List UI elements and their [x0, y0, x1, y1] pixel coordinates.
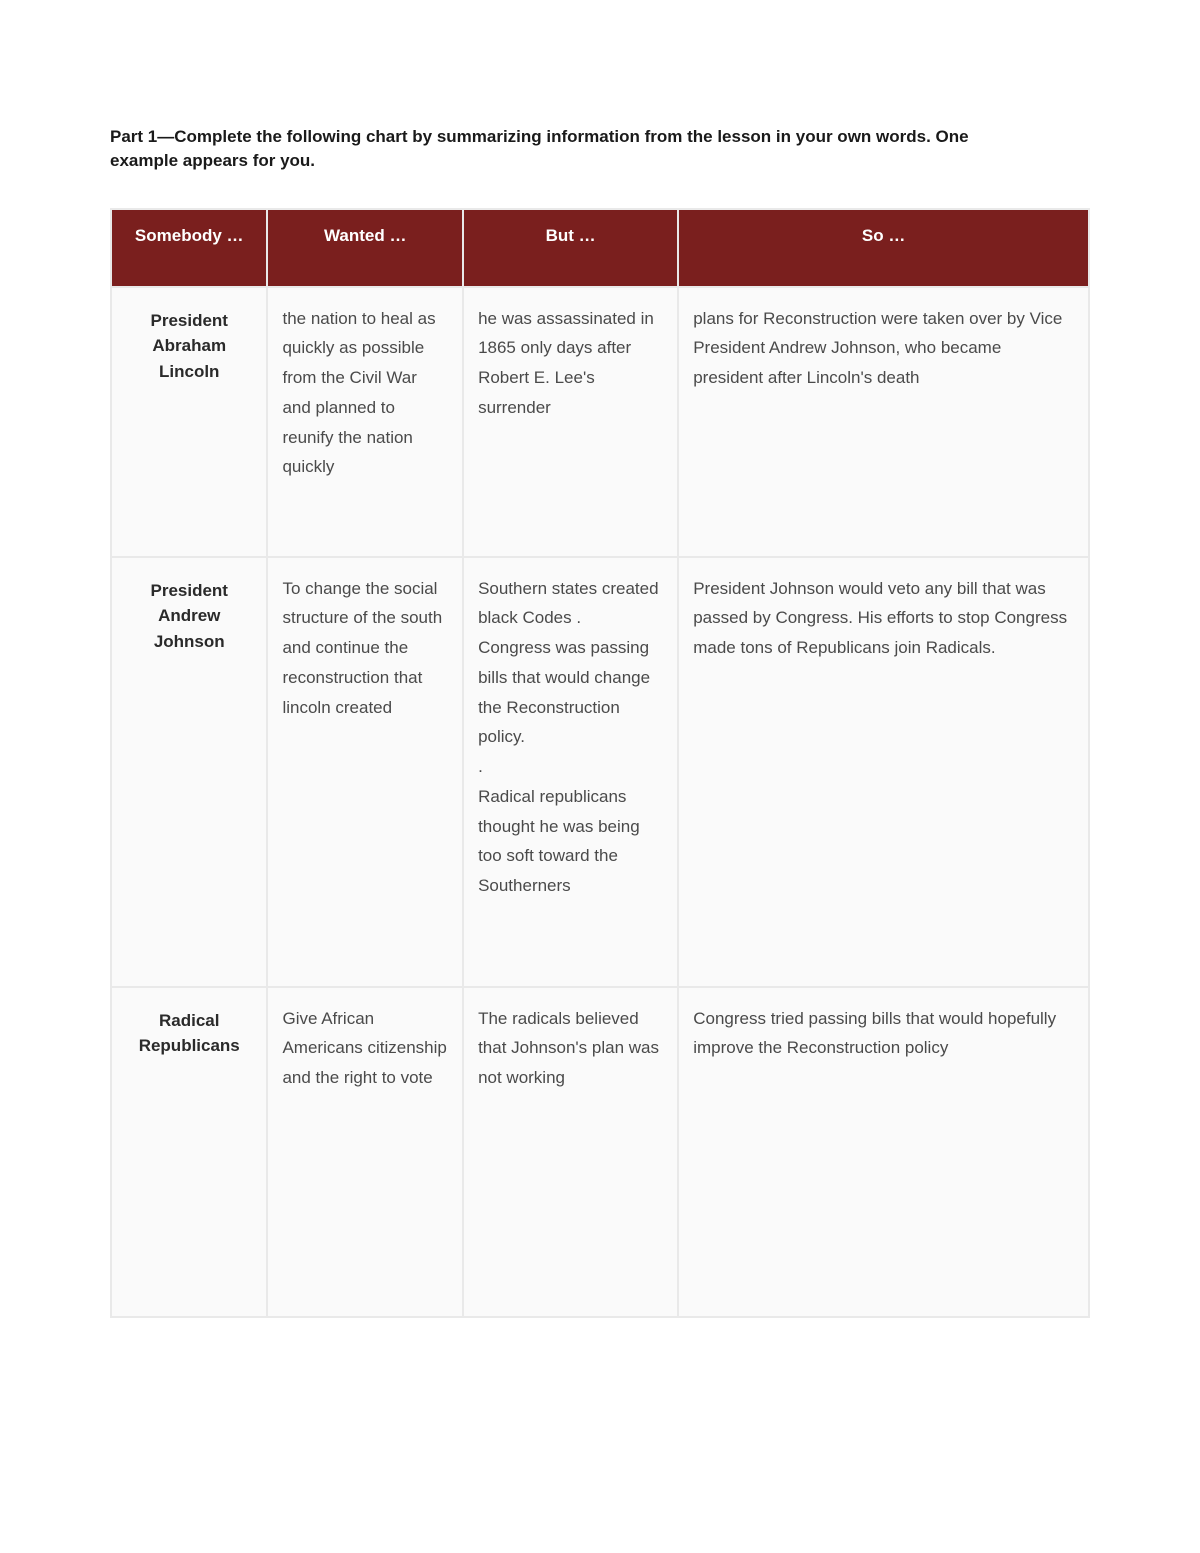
table-header-row: Somebody … Wanted … But … So … [111, 209, 1089, 287]
cell-so: Congress tried passing bills that would … [678, 987, 1089, 1317]
col-header-somebody: Somebody … [111, 209, 267, 287]
cell-but: The radicals believed that Johnson's pla… [463, 987, 678, 1317]
summary-chart-table: Somebody … Wanted … But … So … President… [110, 208, 1090, 1318]
cell-somebody: President Abraham Lincoln [111, 287, 267, 557]
cell-so: President Johnson would veto any bill th… [678, 557, 1089, 987]
col-header-wanted: Wanted … [267, 209, 463, 287]
cell-wanted: To change the social structure of the so… [267, 557, 463, 987]
cell-but: Southern states created black Codes .Con… [463, 557, 678, 987]
table-row: President Abraham Lincoln the nation to … [111, 287, 1089, 557]
cell-somebody: President Andrew Johnson [111, 557, 267, 987]
col-header-so: So … [678, 209, 1089, 287]
table-row: Radical Republicans Give African America… [111, 987, 1089, 1317]
cell-so: plans for Reconstruction were taken over… [678, 287, 1089, 557]
cell-wanted: Give African Americans citizenship and t… [267, 987, 463, 1317]
table-row: President Andrew Johnson To change the s… [111, 557, 1089, 987]
cell-somebody: Radical Republicans [111, 987, 267, 1317]
cell-wanted: the nation to heal as quickly as possibl… [267, 287, 463, 557]
col-header-but: But … [463, 209, 678, 287]
cell-but: he was assassinated in 1865 only days af… [463, 287, 678, 557]
instructions-text: Part 1—Complete the following chart by s… [110, 125, 1010, 173]
